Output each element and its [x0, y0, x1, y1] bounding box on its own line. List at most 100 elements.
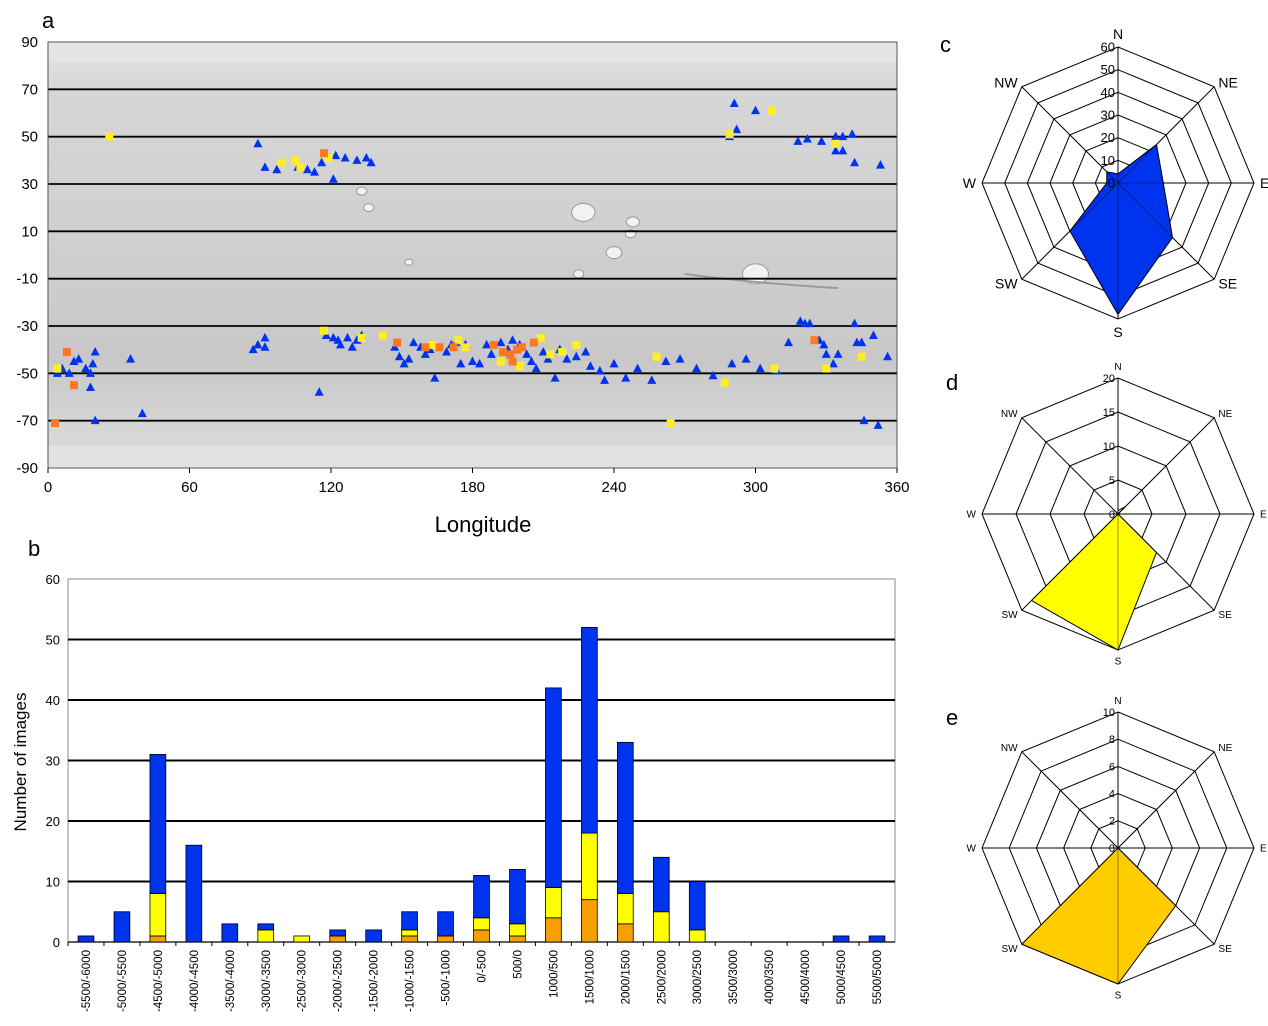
map-point-yellow-square	[53, 364, 62, 373]
radar-spoke-overlay	[1117, 847, 1215, 945]
map-point-orange-square	[489, 340, 498, 349]
map-point-blue-triangle	[475, 358, 485, 368]
radar-ring-label: 0	[1108, 176, 1115, 191]
radar-direction-label: W	[967, 844, 977, 855]
bar-y-tick-label: 50	[46, 633, 60, 648]
bar-segment-orange	[581, 899, 598, 943]
map-point-yellow-square	[536, 333, 545, 342]
map-point-orange-square	[51, 419, 60, 428]
radar-ring-label: 6	[1109, 761, 1115, 773]
map-x-tick-label: 0	[44, 479, 52, 496]
map-point-orange-square	[421, 343, 430, 352]
map-point-blue-triangle	[486, 349, 496, 358]
bar-segment-yellow	[545, 887, 562, 919]
bar-segment-blue	[77, 935, 95, 943]
map-y-tick-label: 50	[21, 129, 38, 146]
bar-x-tick-label: -2000/-2500	[333, 950, 345, 1012]
map-point-orange-square	[319, 149, 328, 158]
map-point-yellow-square	[496, 357, 505, 366]
relief-feature	[605, 246, 623, 260]
map-point-orange-square	[529, 338, 538, 347]
bar-segment-yellow	[293, 935, 311, 943]
radar-direction-label: S	[1115, 991, 1122, 1002]
map-point-orange-square	[810, 336, 819, 345]
map-point-blue-triangle	[550, 373, 560, 382]
radar-direction-label: N	[1114, 362, 1121, 373]
map-point-blue-triangle	[399, 358, 409, 368]
map-point-blue-triangle	[409, 337, 419, 347]
map-x-tick-label: 180	[460, 479, 485, 496]
map-point-yellow-square	[291, 156, 300, 165]
radar-ring-label: 10	[1103, 707, 1115, 719]
bar-x-tick-label: 2000/1500	[620, 950, 632, 1004]
map-point-blue-triangle	[90, 415, 100, 425]
map-point-blue-triangle	[751, 105, 760, 115]
panel-b-bar-chart: 0 10 20 30 40 50 60 -5500/-6000 -5000/-5500 -450…	[11, 572, 896, 1012]
map-point-blue-triangle	[248, 344, 258, 354]
map-point-blue-triangle	[526, 356, 536, 365]
panel-c-radar: 0 10 20 30 40 50 60N NE E SE S SW W NW	[963, 26, 1268, 340]
map-point-blue-triangle	[335, 339, 345, 349]
map-point-blue-triangle	[64, 368, 74, 377]
map-x-axis-label: Longitude	[435, 512, 532, 537]
bar-x-tick-label: -5500/-6000	[81, 950, 93, 1012]
bar-segment-yellow	[617, 893, 634, 925]
bar-segment-blue	[437, 911, 454, 937]
radar-direction-label: NW	[994, 74, 1018, 90]
map-point-blue-triangle	[343, 332, 353, 342]
map-point-blue-triangle	[85, 382, 95, 392]
map-x-tick-label: 240	[601, 479, 626, 496]
bar-segment-yellow	[149, 893, 167, 937]
map-point-blue-triangle	[708, 370, 718, 380]
map-point-blue-triangle	[328, 174, 338, 183]
map-y-tick-label: 70	[21, 81, 38, 98]
map-point-orange-square	[513, 345, 522, 354]
relief-feature	[571, 202, 596, 222]
map-point-orange-square	[393, 338, 402, 347]
relief-polar-cap-north	[48, 42, 897, 62]
map-point-blue-triangle	[831, 131, 841, 141]
panel-label-c: c	[940, 32, 951, 57]
radar-direction-label: E	[1260, 844, 1267, 855]
radar-ring-label: 8	[1109, 734, 1115, 746]
radar-direction-label: NE	[1218, 743, 1232, 754]
bar-segment-blue	[652, 856, 670, 913]
map-point-blue-triangle	[340, 152, 350, 162]
bar-y-tick-label: 40	[46, 693, 60, 708]
map-point-orange-square	[69, 381, 78, 390]
map-point-blue-triangle	[838, 131, 848, 141]
map-point-yellow-square	[357, 333, 366, 342]
bar-segment-blue	[401, 911, 418, 931]
bar-segment-orange	[149, 935, 167, 943]
map-point-yellow-square	[454, 336, 463, 345]
relief-feature	[572, 269, 585, 279]
radar-direction-label: SW	[1001, 610, 1018, 621]
bar-x-tick-label: -500/-1000	[441, 950, 453, 1006]
radar-spoke-overlay	[1021, 847, 1119, 945]
bar-x-tick-label: -1500/-2000	[369, 950, 381, 1012]
map-point-blue-triangle	[883, 351, 893, 361]
map-point-blue-triangle	[361, 152, 371, 162]
map-point-blue-triangle	[821, 349, 831, 358]
radar-spoke-overlay	[1021, 182, 1119, 280]
panel-label-a: a	[42, 8, 55, 33]
radar-ring-label: 20	[1101, 130, 1115, 145]
map-point-blue-triangle	[621, 373, 631, 382]
map-point-blue-triangle	[347, 342, 357, 351]
map-point-blue-triangle	[328, 332, 338, 342]
bar-segment-orange	[545, 917, 562, 943]
radar-direction-label: SW	[995, 275, 1018, 291]
bar-segment-yellow	[401, 929, 418, 937]
bar-segment-orange	[509, 935, 526, 943]
bar-y-tick-label: 30	[46, 754, 60, 769]
bar-x-tick-label: 4500/4000	[800, 950, 812, 1004]
bar-segment-blue	[545, 687, 562, 888]
radar-direction-label: NW	[1001, 409, 1018, 420]
map-point-blue-triangle	[802, 134, 812, 143]
radar-spoke-overlay	[1021, 513, 1119, 611]
map-point-blue-triangle	[314, 387, 324, 396]
radar-ring-label: 5	[1109, 475, 1115, 487]
bar-segment-orange	[437, 935, 454, 943]
bar-x-tick-label: -3000/-3500	[261, 950, 273, 1012]
bar-segment-orange	[401, 935, 418, 943]
